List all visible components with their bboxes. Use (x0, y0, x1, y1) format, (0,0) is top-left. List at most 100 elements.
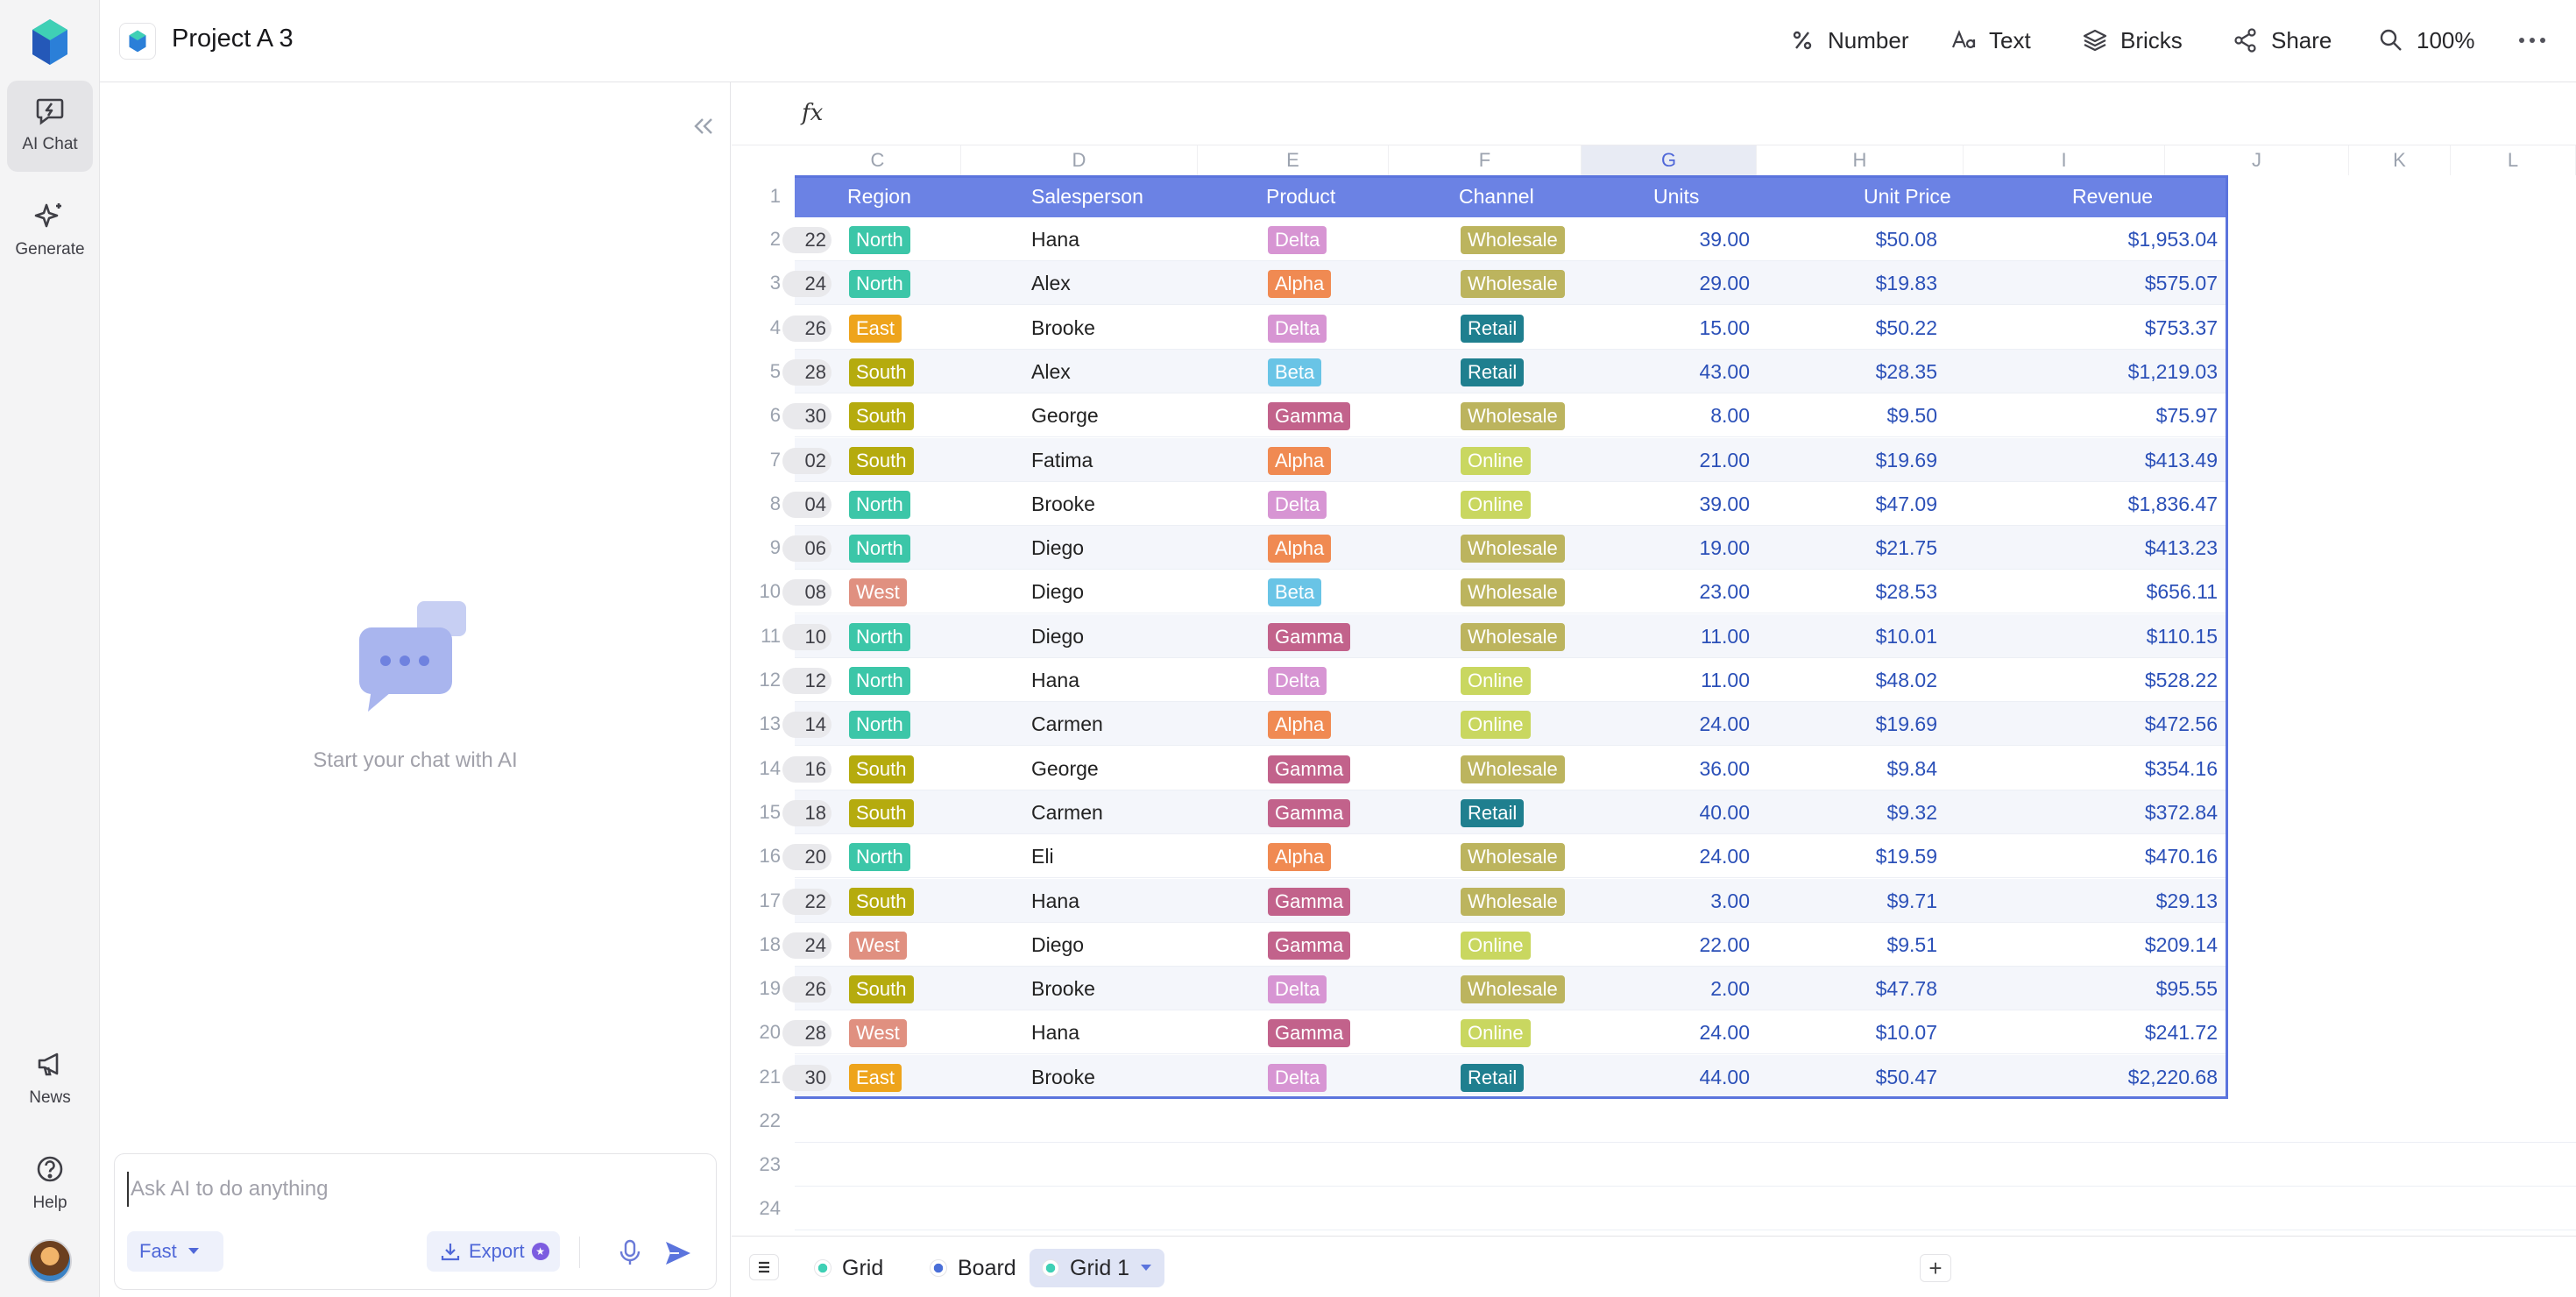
row-number[interactable]: 11 (761, 624, 781, 647)
units-cell[interactable]: 11.00 (1701, 624, 1750, 648)
truncated-cell[interactable]: 30 (782, 1064, 832, 1091)
column-header-k[interactable]: K (2349, 145, 2451, 175)
row-number[interactable]: 13 (759, 712, 781, 735)
revenue-cell[interactable]: $241.72 (2144, 1021, 2218, 1045)
truncated-cell[interactable]: 04 (782, 491, 832, 518)
truncated-cell[interactable]: 28 (782, 358, 832, 386)
revenue-cell[interactable]: $75.97 (2155, 404, 2218, 428)
channel-tag[interactable]: Wholesale (1461, 402, 1565, 431)
header-cell[interactable]: Units (1653, 185, 1700, 208)
region-tag[interactable]: South (849, 887, 914, 916)
user-avatar[interactable] (28, 1239, 72, 1283)
header-cell[interactable]: Revenue (2072, 185, 2154, 208)
unit-price-cell[interactable]: $21.75 (1875, 536, 1937, 560)
channel-tag[interactable]: Wholesale (1461, 535, 1565, 563)
units-cell[interactable]: 29.00 (1699, 272, 1750, 295)
truncated-cell[interactable]: 16 (782, 755, 832, 783)
truncated-cell[interactable]: 24 (782, 932, 832, 959)
region-tag[interactable]: South (849, 358, 914, 386)
table-row[interactable]: 04 North Brooke Delta Online 39.00 $47.09 $1,83… (782, 482, 2226, 526)
units-cell[interactable]: 36.00 (1699, 756, 1750, 780)
rail-item-generate[interactable]: Generate (7, 186, 93, 277)
empty-row[interactable] (795, 1099, 2576, 1143)
channel-tag[interactable]: Wholesale (1461, 622, 1565, 651)
table-row[interactable]: 24 West Diego Gamma Online 22.00 $9.51 $209.14 (782, 923, 2226, 967)
salesperson-cell[interactable]: Carmen (1031, 712, 1103, 736)
row-number[interactable]: 18 (759, 932, 781, 955)
product-tag[interactable]: Gamma (1268, 798, 1351, 827)
product-tag[interactable]: Beta (1268, 578, 1322, 607)
salesperson-cell[interactable]: Carmen (1031, 800, 1103, 824)
channel-tag[interactable]: Online (1461, 711, 1531, 740)
table-row[interactable]: 10 North Diego Gamma Wholesale 11.00 $10.01 $11… (782, 613, 2226, 658)
region-tag[interactable]: North (849, 226, 910, 254)
row-number[interactable]: 4 (769, 315, 781, 338)
channel-tag[interactable]: Wholesale (1461, 226, 1565, 254)
truncated-cell[interactable]: 24 (782, 271, 832, 298)
share-button[interactable]: Share (2233, 23, 2332, 58)
channel-tag[interactable]: Wholesale (1461, 755, 1565, 783)
channel-tag[interactable]: Wholesale (1461, 843, 1565, 872)
region-tag[interactable]: East (849, 314, 902, 343)
unit-price-cell[interactable]: $47.09 (1875, 492, 1937, 515)
channel-tag[interactable]: Online (1461, 1019, 1531, 1048)
unit-price-cell[interactable]: $10.07 (1875, 1021, 1937, 1045)
truncated-cell[interactable]: 26 (782, 315, 832, 342)
truncated-cell[interactable]: 20 (782, 844, 832, 871)
export-button[interactable]: Export ★ (427, 1231, 560, 1272)
region-tag[interactable]: North (849, 711, 910, 740)
units-cell[interactable]: 39.00 (1699, 228, 1750, 251)
channel-tag[interactable]: Retail (1461, 314, 1525, 343)
product-tag[interactable]: Alpha (1268, 843, 1332, 872)
salesperson-cell[interactable]: George (1031, 756, 1099, 780)
row-number[interactable]: 7 (769, 448, 781, 471)
row-number[interactable]: 17 (759, 889, 781, 911)
revenue-cell[interactable]: $372.84 (2144, 800, 2218, 824)
table-row[interactable]: 12 North Hana Delta Online 11.00 $48.02 $528.22 (782, 658, 2226, 702)
unit-price-cell[interactable]: $9.84 (1886, 756, 1937, 780)
column-header-h[interactable]: H (1757, 145, 1964, 175)
row-number[interactable]: 21 (759, 1065, 781, 1088)
row-number[interactable]: 9 (769, 536, 781, 559)
revenue-cell[interactable]: $1,953.04 (2127, 228, 2218, 251)
product-tag[interactable]: Gamma (1268, 1019, 1351, 1048)
unit-price-cell[interactable]: $19.83 (1875, 272, 1937, 295)
unit-price-cell[interactable]: $28.53 (1875, 580, 1937, 604)
product-tag[interactable]: Gamma (1268, 622, 1351, 651)
region-tag[interactable]: South (849, 446, 914, 475)
table-row[interactable]: 22 North Hana Delta Wholesale 39.00 $50.08 $1,9… (782, 217, 2226, 261)
region-tag[interactable]: South (849, 402, 914, 431)
unit-price-cell[interactable]: $50.22 (1875, 315, 1937, 339)
unit-price-cell[interactable]: $9.32 (1886, 800, 1937, 824)
truncated-cell[interactable]: 08 (782, 579, 832, 606)
salesperson-cell[interactable]: Alex (1031, 359, 1071, 383)
chat-input[interactable] (127, 1172, 688, 1207)
channel-tag[interactable]: Online (1461, 446, 1531, 475)
table-row[interactable]: 06 North Diego Alpha Wholesale 19.00 $21.75 $41… (782, 526, 2226, 571)
region-tag[interactable]: East (849, 1063, 902, 1092)
product-tag[interactable]: Delta (1268, 1063, 1327, 1092)
tab-board[interactable]: Board (917, 1249, 1029, 1287)
row-number[interactable]: 6 (769, 404, 781, 427)
row-number[interactable]: 2 (769, 228, 781, 250)
channel-tag[interactable]: Online (1461, 931, 1531, 960)
salesperson-cell[interactable]: Hana (1031, 1021, 1079, 1045)
salesperson-cell[interactable]: Brooke (1031, 315, 1095, 339)
column-header-c[interactable]: C (795, 145, 961, 175)
column-header-f[interactable]: F (1389, 145, 1582, 175)
row-number[interactable]: 3 (769, 272, 781, 294)
region-tag[interactable]: West (849, 578, 907, 607)
salesperson-cell[interactable]: Hana (1031, 889, 1079, 912)
unit-price-cell[interactable]: $10.01 (1875, 624, 1937, 648)
product-tag[interactable]: Gamma (1268, 402, 1351, 431)
unit-price-cell[interactable]: $48.02 (1875, 669, 1937, 691)
table-row[interactable]: 14 North Carmen Alpha Online 24.00 $19.69 $472.… (782, 702, 2226, 747)
truncated-cell[interactable]: 22 (782, 227, 832, 253)
salesperson-cell[interactable]: Hana (1031, 228, 1079, 251)
tabs-menu-button[interactable] (749, 1254, 779, 1280)
salesperson-cell[interactable]: Brooke (1031, 1065, 1095, 1088)
region-tag[interactable]: South (849, 798, 914, 827)
salesperson-cell[interactable]: Alex (1031, 272, 1071, 295)
table-row[interactable]: 24 North Alex Alpha Wholesale 29.00 $19.83 $575… (782, 261, 2226, 306)
